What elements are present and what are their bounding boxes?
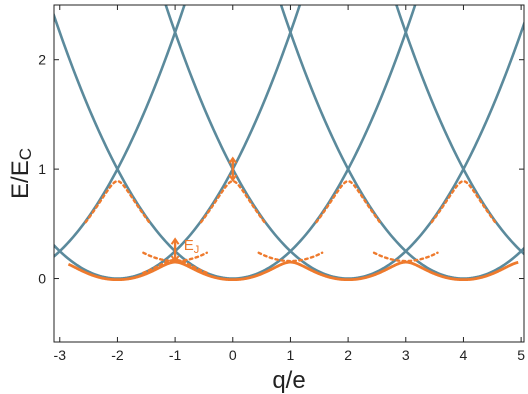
annotations-layer: EJ [184, 237, 200, 256]
ej-annotation: EJ [184, 237, 200, 256]
ej-annotation-main: E [184, 237, 194, 254]
band-dotted-line [142, 258, 209, 274]
band-dotted-line [430, 179, 497, 224]
gap-marker-ej2-arrow-down [228, 174, 238, 182]
band-dotted-line [372, 251, 439, 263]
x-tick-label: 5 [517, 347, 525, 363]
x-tick-label: 4 [460, 347, 468, 363]
ej-annotation-sub: J [194, 244, 200, 256]
charging-parabola-line [54, 5, 302, 280]
band-dotted-line [257, 260, 324, 277]
charging-parabola-line [395, 5, 524, 256]
band-dotted-line [315, 179, 382, 224]
x-tick-label: 0 [229, 347, 237, 363]
x-tick-label: -3 [54, 347, 67, 363]
y-tick-label: 2 [38, 52, 46, 68]
x-tick-label: 2 [344, 347, 352, 363]
axis-ticks: -3 -2 -1 0 1 2 3 4 5 0 1 2 [38, 5, 525, 363]
y-tick-label: 0 [38, 271, 46, 287]
plot-frame [53, 4, 525, 343]
x-tick-label: -2 [111, 347, 124, 363]
gap-marker-ej2-arrow-up [228, 156, 238, 164]
x-tick-label: 1 [287, 347, 295, 363]
y-axis-label-main: E/E [7, 160, 34, 199]
x-axis-label: q/e [272, 367, 305, 394]
band-dotted-line [199, 179, 266, 224]
curves-layer [54, 5, 524, 282]
charging-parabola-line [54, 5, 417, 280]
gap-marker-ej-arrow-up [170, 237, 180, 245]
x-tick-label: 3 [402, 347, 410, 363]
x-tick-label: -1 [169, 347, 182, 363]
y-tick-label: 1 [38, 161, 46, 177]
band-dotted-line [372, 260, 439, 277]
band-dotted-line [84, 179, 151, 224]
gap-marker-ej-arrow-down [170, 255, 180, 263]
y-axis-label: E/EC [7, 148, 35, 199]
band-dotted-line [257, 251, 324, 263]
charging-parabola-line [54, 5, 186, 259]
charging-parabola-line [164, 5, 524, 280]
y-axis-label-sub: C [16, 148, 35, 160]
